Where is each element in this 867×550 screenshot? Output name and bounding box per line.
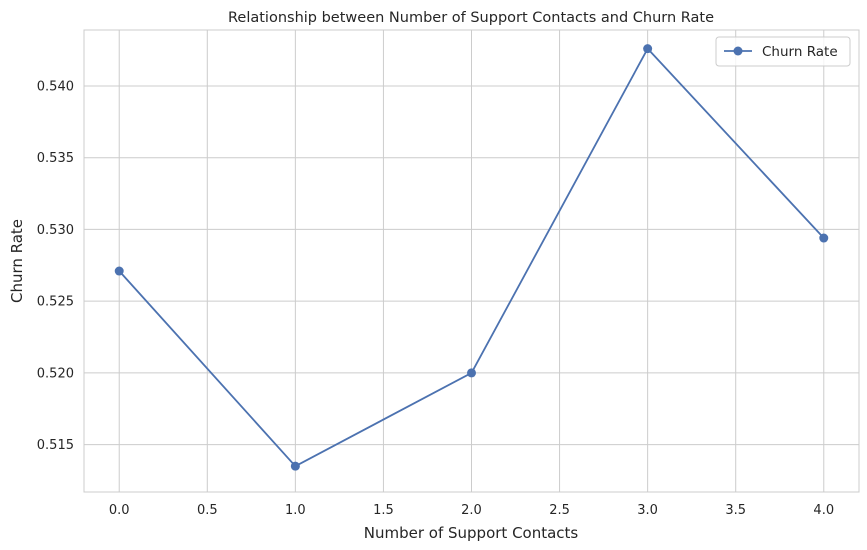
y-tick-label: 0.530 [37,223,74,238]
y-tick-label: 0.540 [37,79,74,94]
legend-box [715,36,851,67]
data-point [467,368,476,378]
plot-frame [83,29,860,493]
data-point [114,266,124,276]
data-point [290,461,300,471]
y-tick-label: 0.525 [37,295,74,310]
x-tick-label: 1.5 [373,503,394,518]
y-tick-label: 0.535 [37,151,74,166]
x-tick-label: 1.0 [285,503,306,518]
x-tick-label: 0.0 [109,503,130,518]
y-axis-label: Churn Rate [8,219,26,303]
x-tick-label: 2.5 [549,503,570,518]
legend: Churn Rate [715,36,851,67]
series-layer [114,44,829,471]
x-tick-label: 0.5 [197,503,218,518]
chart-title: Relationship between Number of Support C… [228,10,714,26]
y-tick-labels: 0.515 0.520 0.525 0.530 0.535 0.540 [37,79,74,453]
y-tick-label: 0.515 [37,438,74,453]
x-axis-label: Number of Support Contacts [364,524,579,542]
x-tick-labels: 0.0 0.5 1.0 1.5 2.0 2.5 3.0 3.5 4.0 [109,503,834,518]
data-point [643,44,653,54]
x-tick-label: 3.5 [725,503,746,518]
x-tick-label: 2.0 [461,503,482,518]
grid-lines [84,30,859,492]
y-tick-label: 0.520 [37,366,74,381]
x-tick-label: 3.0 [637,503,658,518]
x-tick-label: 4.0 [813,503,834,518]
legend-label: Churn Rate [762,44,838,60]
data-point [819,233,829,243]
legend-marker-swatch [733,46,743,56]
